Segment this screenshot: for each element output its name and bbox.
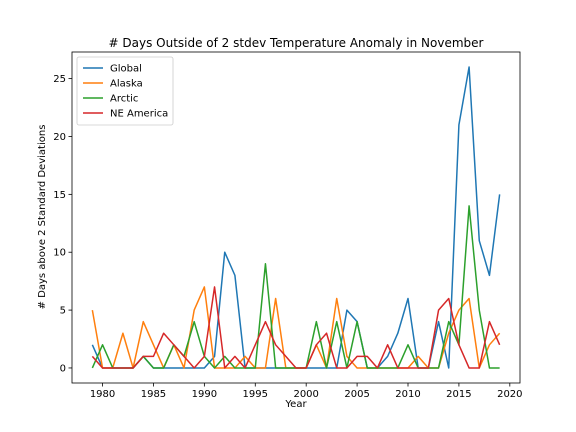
x-tick-label: 1995: [243, 389, 268, 400]
series-layer: [91, 66, 501, 369]
x-tick-label: 2000: [293, 389, 318, 400]
y-tick-label: 0: [60, 363, 66, 374]
x-tick-label: 2010: [395, 389, 420, 400]
y-axis: 0 5 10 15 20 25: [53, 74, 72, 374]
y-tick-label: 20: [53, 132, 66, 143]
legend-label: Global: [110, 64, 142, 75]
legend-box: [76, 56, 174, 126]
x-tick-label: 1985: [141, 389, 166, 400]
y-axis-title: # Days above 2 Standard Deviations: [37, 125, 48, 310]
x-axis-title: Year: [284, 399, 307, 410]
legend-label: Alaska: [110, 79, 143, 90]
legend-label: NE America: [110, 109, 168, 120]
x-tick-label: 1990: [192, 389, 217, 400]
y-tick-label: 25: [53, 74, 66, 85]
x-tick-label: 2020: [497, 389, 522, 400]
x-tick-label: 1980: [90, 389, 115, 400]
chart-title: # Days Outside of 2 stdev Temperature An…: [109, 36, 484, 50]
y-tick-label: 5: [60, 306, 66, 317]
series-line-ne-america: [91, 286, 501, 369]
plot-frame: [71, 51, 521, 384]
legend: Global Alaska Arctic NE America: [76, 56, 174, 126]
x-tick-label: 2005: [344, 389, 369, 400]
y-tick-label: 15: [53, 190, 66, 201]
legend-label: Arctic: [110, 94, 138, 105]
y-tick-label: 10: [53, 248, 66, 259]
x-axis: 1980 1985 1990 1995 2000 2005 2010 2015 2020: [90, 383, 523, 400]
x-tick-label: 2015: [446, 389, 471, 400]
